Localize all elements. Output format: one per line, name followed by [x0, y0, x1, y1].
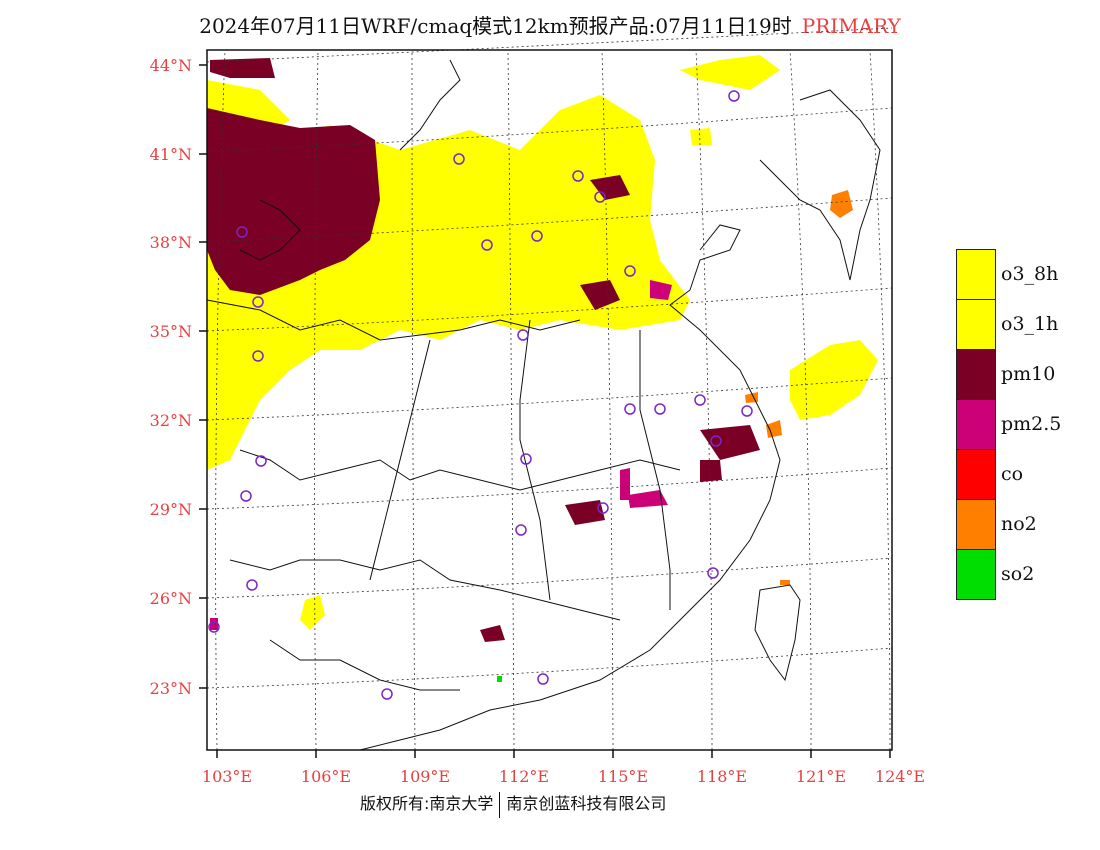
pm25-patches [210, 280, 672, 630]
no2-patches [745, 190, 853, 585]
map-frame [206, 49, 893, 751]
lon-label: 115°E [598, 767, 648, 786]
lon-label: 121°E [796, 767, 846, 786]
lat-label: 35°N [150, 322, 192, 341]
axis-ticks [199, 64, 891, 758]
lat-label: 38°N [150, 233, 192, 252]
lat-label: 29°N [150, 500, 192, 519]
copyright-right: 南京创蓝科技有限公司 [506, 794, 667, 813]
lat-label: 44°N [150, 56, 192, 75]
legend-label: o3_1h [1001, 313, 1059, 335]
longitude-labels: 103°E 106°E 109°E 112°E 115°E 118°E 121°… [202, 767, 925, 786]
lon-label: 118°E [697, 767, 747, 786]
legend-swatch [956, 499, 996, 550]
lat-label: 32°N [150, 411, 192, 430]
footer-divider [499, 791, 501, 818]
so2-patches [497, 676, 502, 682]
legend-swatch [956, 349, 996, 400]
legend-label: so2 [1001, 563, 1035, 585]
legend-label: no2 [1001, 513, 1037, 535]
latitude-labels: 44°N 41°N 38°N 35°N 32°N 29°N 26°N 23°N [150, 56, 192, 698]
legend-label: o3_8h [1001, 263, 1059, 285]
title-text: 2024年07月11日WRF/cmaq模式12km预报产品:07月11日19时 [199, 14, 792, 38]
copyright-left: 版权所有:南京大学 [360, 794, 494, 813]
lon-label: 103°E [202, 767, 252, 786]
legend-swatch [956, 299, 996, 350]
primary-tag: PRIMARY [801, 14, 901, 38]
legend-swatch [956, 249, 996, 300]
copyright-footer: 版权所有:南京大学 南京创蓝科技有限公司 [360, 790, 666, 818]
legend-label: pm2.5 [1001, 413, 1062, 435]
lon-label: 106°E [301, 767, 351, 786]
legend-label: co [1001, 463, 1024, 485]
lat-label: 26°N [150, 589, 192, 608]
map-content [206, 27, 893, 751]
legend-label: pm10 [1001, 363, 1056, 385]
station-markers [208, 90, 753, 700]
lon-label: 112°E [499, 767, 549, 786]
boundaries [206, 59, 881, 751]
legend-swatch [956, 449, 996, 500]
lon-label: 124°E [875, 767, 925, 786]
pm10-area-northwest [207, 58, 760, 642]
lon-label: 109°E [400, 767, 450, 786]
legend-swatch [956, 399, 996, 450]
lat-label: 23°N [150, 679, 192, 698]
map-title: 2024年07月11日WRF/cmaq模式12km预报产品:07月11日19时 P… [0, 10, 1100, 39]
lat-label: 41°N [150, 145, 192, 164]
legend-swatch [956, 549, 996, 600]
